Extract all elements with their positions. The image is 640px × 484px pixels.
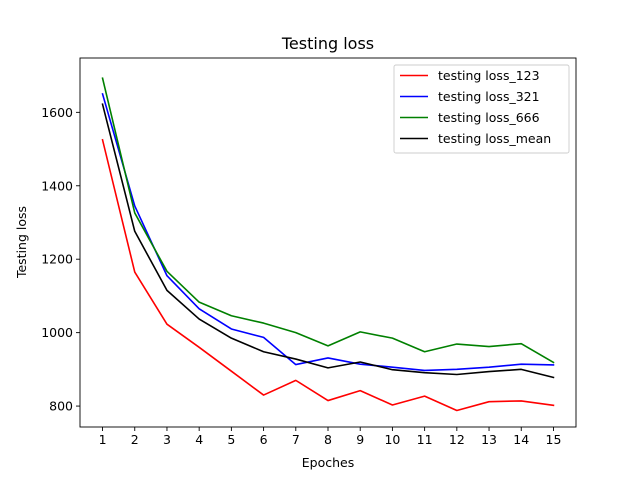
y-tick-label: 1000 [41,325,73,340]
x-tick-label: 1 [99,432,107,447]
x-tick-label: 14 [513,432,529,447]
x-axis-label: Epoches [302,455,354,470]
chart-title: Testing loss [281,34,374,53]
x-tick-label: 6 [260,432,268,447]
x-tick-label: 12 [449,432,465,447]
legend-label-1: testing loss_123 [438,68,540,83]
series-line-3 [101,77,555,364]
legend-box [393,64,570,154]
y-tick-label: 1400 [41,178,73,193]
x-tick-label: 5 [227,432,235,447]
x-tick-label: 9 [356,432,364,447]
x-tick-label: 4 [195,432,203,447]
y-tick-label: 800 [49,399,73,414]
x-tick-label: 10 [384,432,400,447]
x-tick-label: 13 [481,432,497,447]
series-line-2 [101,92,555,372]
x-tick-label: 2 [131,432,139,447]
series-line-4 [101,103,555,379]
y-tick-label: 1600 [41,105,73,120]
legend-label-4: testing loss_mean [438,131,551,146]
legend-label-3: testing loss_666 [438,110,540,125]
x-tick-label: 8 [324,432,332,447]
series-line-1 [101,138,555,412]
x-tick-label: 3 [163,432,171,447]
x-tick-label: 11 [417,432,433,447]
y-axis-label: Testing loss [14,206,29,279]
y-tick-label: 1200 [41,252,73,267]
x-tick-label: 15 [546,432,562,447]
x-tick-label: 7 [292,432,300,447]
legend-label-2: testing loss_321 [438,89,540,104]
